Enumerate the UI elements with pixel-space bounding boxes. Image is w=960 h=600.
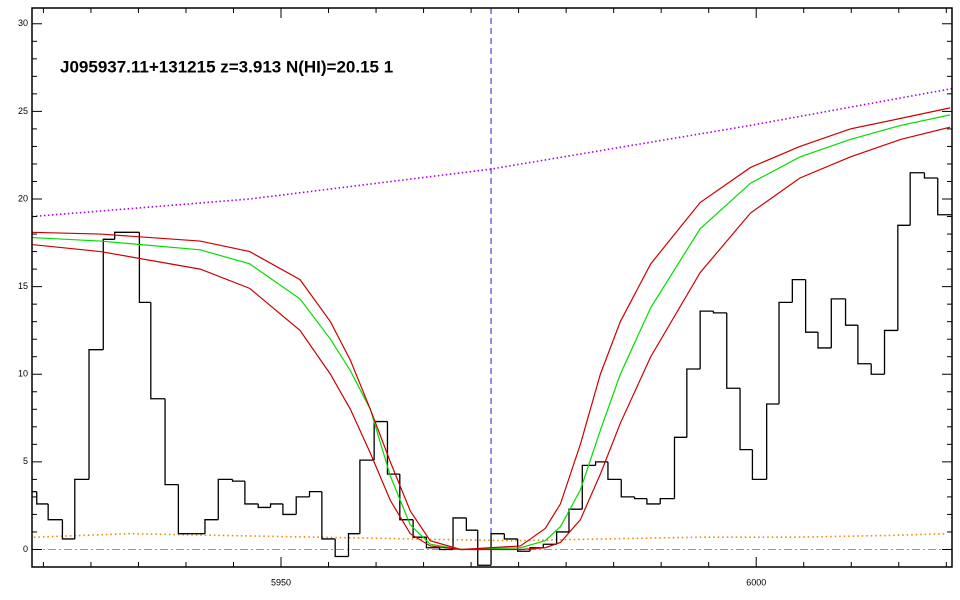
flux-bin xyxy=(334,538,349,558)
flux-bin xyxy=(465,517,478,531)
flux-bin xyxy=(439,547,454,551)
flux-bin xyxy=(897,224,911,331)
flux-bin xyxy=(844,298,858,326)
flux-bin xyxy=(74,478,90,539)
continuum-line xyxy=(32,87,952,218)
flux-bin xyxy=(477,530,492,566)
flux-bin xyxy=(568,508,583,532)
plot-area xyxy=(32,8,952,567)
flux-bin xyxy=(830,298,846,348)
x-tick-label: 6000 xyxy=(746,577,766,587)
y-tick-label: 0 xyxy=(23,544,28,554)
flux-bin xyxy=(673,436,687,499)
flux-bin xyxy=(102,238,115,350)
x-tick-label: 5950 xyxy=(271,577,291,587)
flux-bin xyxy=(295,496,310,515)
y-tick-label: 30 xyxy=(18,18,28,28)
flux-bin xyxy=(114,231,128,240)
error-line xyxy=(33,532,947,542)
flux-bin xyxy=(607,461,622,481)
flux-bin xyxy=(47,503,63,521)
flux-bin xyxy=(503,533,518,540)
flux-bin xyxy=(883,329,898,375)
model-line xyxy=(32,126,951,551)
flux-bin xyxy=(857,325,872,365)
y-tick-label: 10 xyxy=(18,369,28,379)
flux-bin xyxy=(909,172,925,226)
flux-bin xyxy=(257,503,271,509)
flux-bin xyxy=(766,403,780,480)
flux-bin xyxy=(646,498,661,505)
flux-bin xyxy=(594,461,608,466)
flux-bin xyxy=(659,498,675,504)
flux-bin xyxy=(517,538,531,552)
model-line xyxy=(32,107,951,551)
flux-bin xyxy=(778,301,793,405)
flux-bin xyxy=(412,519,427,538)
flux-bin xyxy=(581,464,596,510)
flux-bin xyxy=(633,496,647,500)
flux-bin xyxy=(452,517,467,550)
y-tick-label: 25 xyxy=(18,106,28,116)
flux-bin xyxy=(217,478,233,520)
flux-bin xyxy=(937,177,952,216)
flux-bin xyxy=(490,533,505,566)
flux-bin xyxy=(686,368,701,438)
flux-bin xyxy=(321,491,336,540)
y-tick-label: 15 xyxy=(18,281,28,291)
flux-bin xyxy=(542,543,557,548)
axes-frame xyxy=(31,7,953,568)
flux-bin xyxy=(620,479,635,498)
y-tick-label: 5 xyxy=(23,456,28,466)
flux-bin xyxy=(870,363,885,375)
flux-bin xyxy=(555,531,569,545)
flux-bin xyxy=(712,311,727,314)
flux-bin xyxy=(282,503,297,516)
flux-bin xyxy=(177,484,191,535)
y-tick-label: 20 xyxy=(18,193,28,203)
flux-bin xyxy=(791,278,806,303)
flux-bin xyxy=(359,459,375,534)
flux-bin xyxy=(347,533,360,557)
flux-bin xyxy=(751,449,767,481)
flux-bin xyxy=(231,479,245,482)
flux-bin xyxy=(88,349,104,480)
flux-bin xyxy=(244,481,259,505)
flux-bin xyxy=(150,302,166,400)
flux-bin xyxy=(308,490,322,497)
flux-bin xyxy=(204,519,219,534)
flux-bin xyxy=(699,310,714,369)
flux-bin xyxy=(164,398,179,486)
flux-bin xyxy=(36,491,49,505)
annotation: J095937.11+131215 z=3.913 N(HI)=20.15 1 xyxy=(60,57,393,76)
flux-bin xyxy=(804,279,818,333)
flux-bin xyxy=(61,519,75,540)
flux-bin xyxy=(726,312,741,389)
model-line xyxy=(32,114,951,551)
flux-bin xyxy=(138,232,151,304)
flux-bin xyxy=(739,388,753,451)
flux-bin xyxy=(817,332,832,349)
flux-bin xyxy=(923,172,938,179)
flux-bin xyxy=(269,503,283,508)
